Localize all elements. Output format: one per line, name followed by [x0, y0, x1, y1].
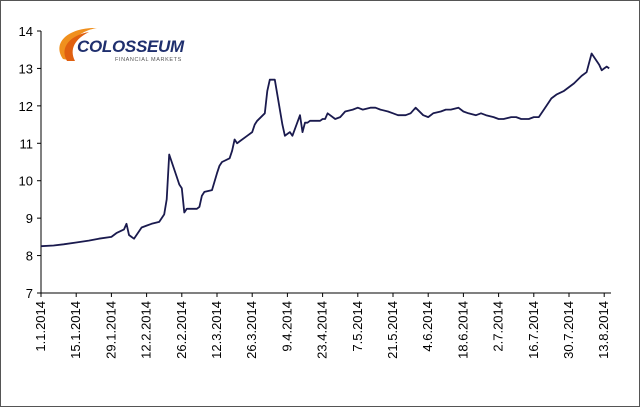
y-tick-label: 8 [26, 249, 33, 264]
y-tick-label: 12 [19, 99, 33, 114]
x-tick-label: 12.2.2014 [139, 301, 154, 359]
x-tick-label: 26.3.2014 [244, 301, 259, 359]
x-tick-label: 4.6.2014 [420, 301, 435, 352]
y-tick-label: 7 [26, 286, 33, 301]
y-tick-label: 10 [19, 174, 33, 189]
x-tick-label: 12.3.2014 [209, 301, 224, 359]
logo-wordmark: COLOSSEUM [77, 37, 185, 56]
x-tick-label: 15.1.2014 [68, 301, 83, 359]
x-tick-label: 2.7.2014 [491, 301, 506, 352]
x-tick-label: 21.5.2014 [385, 301, 400, 359]
logo-swoosh-shade [64, 32, 89, 61]
plot-area [40, 52, 610, 248]
axes: 7 8 9 10 11 12 13 14 1.1.2014 15.1.2014 29.1.2014 1… [19, 24, 612, 359]
colosseum-logo: COLOSSEUM FINANCIAL MARKETS [59, 27, 185, 63]
x-tick-label: 30.7.2014 [561, 301, 576, 359]
y-tick-label: 14 [19, 24, 33, 39]
series-line [40, 52, 610, 248]
x-tick-label: 26.2.2014 [174, 301, 189, 359]
x-tick-label: 18.6.2014 [455, 301, 470, 359]
x-tick-label: 13.8.2014 [596, 301, 611, 359]
x-tick-label: 29.1.2014 [103, 301, 118, 359]
x-tick-label: 9.4.2014 [279, 301, 294, 352]
x-tick-label: 1.1.2014 [33, 301, 48, 352]
y-tick-label: 9 [26, 211, 33, 226]
x-tick-label: 23.4.2014 [315, 301, 330, 359]
y-tick-label: 13 [19, 61, 33, 76]
x-tick-label: 16.7.2014 [526, 301, 541, 359]
y-tick-label: 11 [20, 136, 34, 151]
x-tick-label: 7.5.2014 [350, 301, 365, 352]
logo-tagline: FINANCIAL MARKETS [115, 57, 182, 63]
